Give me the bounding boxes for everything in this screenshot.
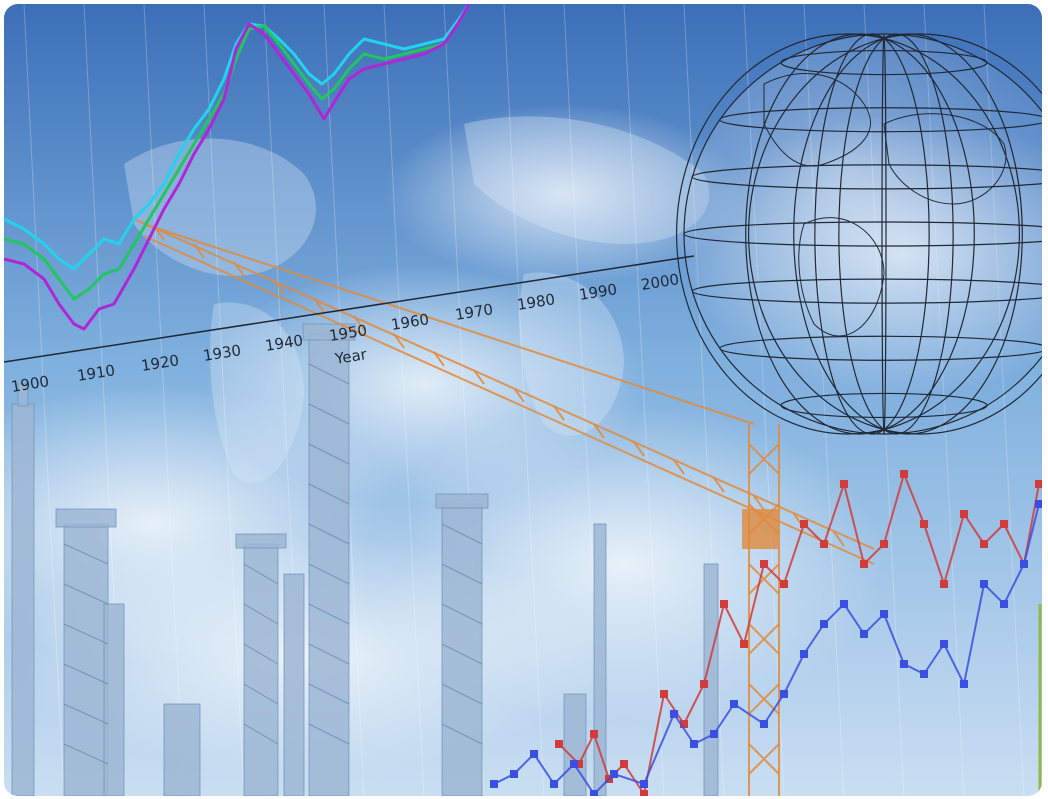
red-series-marker [780, 580, 788, 588]
blue-series-marker [1000, 600, 1008, 608]
timeline-axis-label: Year [333, 345, 369, 368]
timeline-axis: 1900 1910 1920 1930 1940 1950 1960 1970 … [4, 255, 695, 396]
blue-series-marker [730, 700, 738, 708]
climate-industry-collage: 1900 1910 1920 1930 1940 1950 1960 1970 … [4, 4, 1042, 796]
blue-series-marker [510, 770, 518, 778]
blue-series-marker [820, 620, 828, 628]
timeline-tick-1900: 1900 [10, 372, 51, 396]
blue-series-marker [900, 660, 908, 668]
red-series-marker [900, 470, 908, 478]
cyan-curve [4, 4, 471, 271]
crane-cab [742, 509, 778, 549]
red-series-marker [740, 640, 748, 648]
red-series-marker [1000, 520, 1008, 528]
tower-braces [63, 363, 483, 765]
data-series-overlay [490, 470, 1042, 796]
blue-series-marker [550, 780, 558, 788]
blue-series-marker [1020, 560, 1028, 568]
temperature-curves [4, 4, 471, 331]
red-series-line [558, 470, 1040, 796]
blue-series-marker [880, 610, 888, 618]
red-series-marker [660, 690, 668, 698]
timeline-tick-1910: 1910 [76, 361, 117, 385]
blue-series-marker [1035, 500, 1042, 508]
collage-illustration: 1900 1910 1920 1930 1940 1950 1960 1970 … [4, 4, 1042, 796]
blue-series-marker [610, 770, 618, 778]
blue-series-marker [800, 650, 808, 658]
world-map-overlay [124, 116, 710, 483]
timeline-tick-2000: 2000 [640, 270, 681, 294]
red-series-marker [555, 740, 563, 748]
timeline-tick-1920: 1920 [140, 351, 181, 375]
red-series-marker [575, 760, 583, 768]
red-series-marker [840, 480, 848, 488]
blue-series-marker [960, 680, 968, 688]
red-series-marker [760, 560, 768, 568]
red-series-marker [820, 540, 828, 548]
blue-series-marker [530, 750, 538, 758]
blue-series-marker [840, 600, 848, 608]
refinery-towers [11, 323, 719, 796]
timeline-tick-1960: 1960 [390, 310, 431, 334]
blue-series-marker [780, 690, 788, 698]
timeline-tick-1980: 1980 [516, 290, 557, 314]
red-series-marker [940, 580, 948, 588]
blue-series-marker [920, 670, 928, 678]
blue-series-marker [640, 780, 648, 788]
timeline-tick-1950: 1950 [328, 321, 369, 345]
blue-series-marker [940, 640, 948, 648]
blue-series-marker [570, 760, 578, 768]
blue-series-marker [490, 780, 498, 788]
red-series-marker [640, 790, 648, 796]
red-series-marker [960, 510, 968, 518]
red-series-marker [590, 730, 598, 738]
red-series-marker [680, 720, 688, 728]
red-series-marker [800, 520, 808, 528]
red-series-marker [700, 680, 708, 688]
blue-series-marker [590, 790, 598, 796]
globe-wireframe [675, 33, 1042, 435]
blue-series-marker [670, 710, 678, 718]
timeline-tick-1930: 1930 [202, 341, 243, 365]
red-series-marker [1035, 480, 1042, 488]
red-series-marker [980, 540, 988, 548]
green-curve [4, 4, 471, 301]
blue-series-marker [690, 740, 698, 748]
red-series-marker [860, 560, 868, 568]
timeline-tick-1990: 1990 [578, 280, 619, 304]
red-series-marker [620, 760, 628, 768]
purple-curve [4, 4, 471, 331]
red-series-marker [880, 540, 888, 548]
red-series-marker [920, 520, 928, 528]
blue-series-marker [980, 580, 988, 588]
timeline-tick-1940: 1940 [264, 331, 305, 355]
blue-series-marker [860, 630, 868, 638]
red-series-marker [720, 600, 728, 608]
timeline-tick-1970: 1970 [454, 300, 495, 324]
blue-series-marker [710, 730, 718, 738]
blue-series-marker [760, 720, 768, 728]
